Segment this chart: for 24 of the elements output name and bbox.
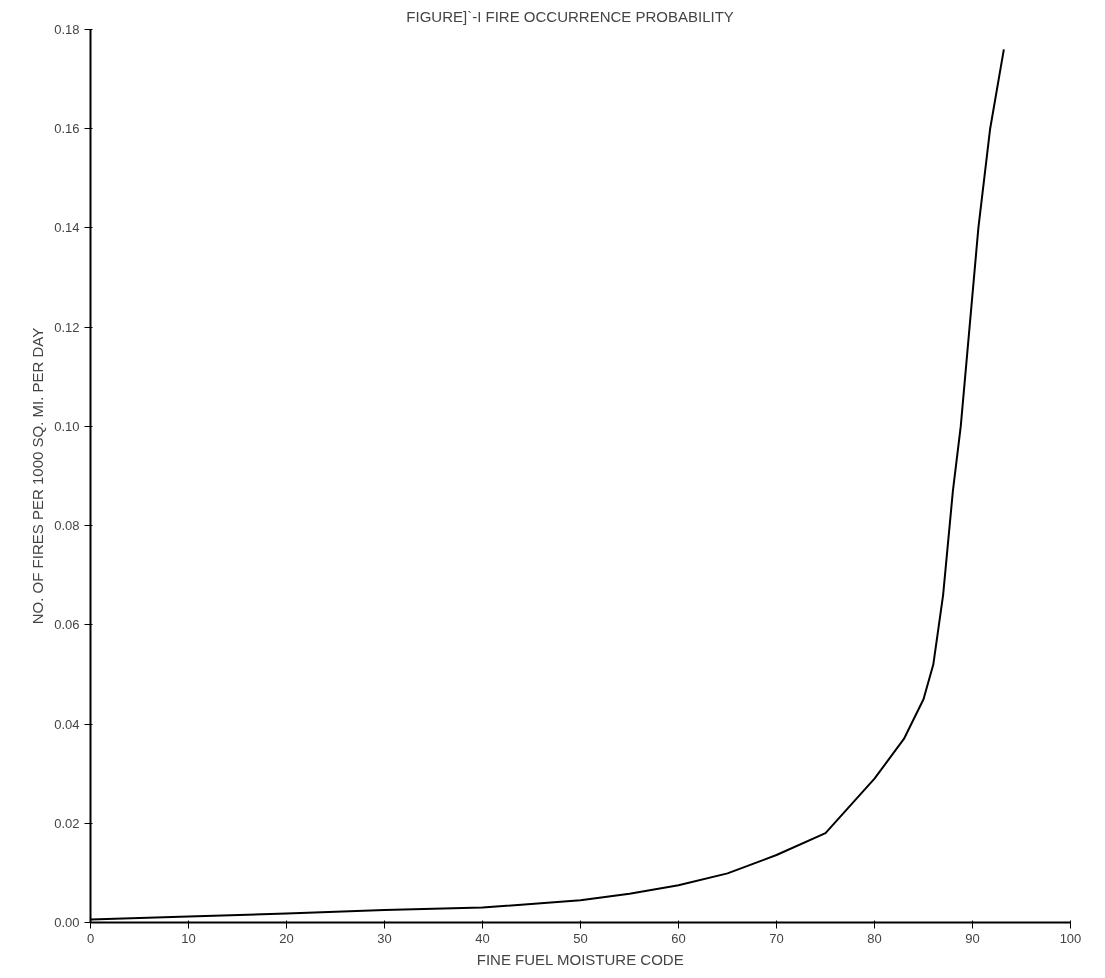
x-tick-label: 70	[769, 930, 784, 946]
y-tick-label: 0.06	[54, 617, 80, 633]
x-axis-title: FINE FUEL MOISTURE CODE	[476, 950, 684, 968]
y-axis-title: NO. OF FIRES PER 1000 SQ. MI. PER DAY	[29, 327, 47, 625]
x-tick-label: 30	[377, 930, 392, 946]
x-tick-label: 60	[671, 930, 686, 946]
x-tick-label: 40	[475, 930, 490, 946]
y-tick-label: 0.16	[54, 121, 80, 137]
y-tick-label: 0.12	[54, 319, 80, 335]
x-tick-label: 100	[1059, 930, 1082, 946]
y-tick-label: 0.04	[54, 716, 80, 732]
x-tick-label: 10	[181, 930, 196, 946]
y-tick-label: 0.00	[54, 915, 80, 930]
y-tick-label: 0.18	[54, 22, 80, 37]
y-tick-label: 0.10	[54, 418, 80, 434]
x-tick-label: 80	[867, 930, 882, 946]
x-tick-label: 50	[573, 930, 588, 946]
y-tick-label: 0.08	[54, 518, 80, 534]
x-tick-label: 90	[965, 930, 980, 946]
chart-title: FIGURE]`-I FIRE OCCURRENCE PROBABILITY	[406, 7, 734, 25]
y-tick-label: 0.14	[54, 220, 80, 236]
x-tick-label: 20	[279, 930, 294, 946]
y-tick-label: 0.02	[54, 815, 80, 831]
x-tick-label: 0	[86, 930, 95, 946]
